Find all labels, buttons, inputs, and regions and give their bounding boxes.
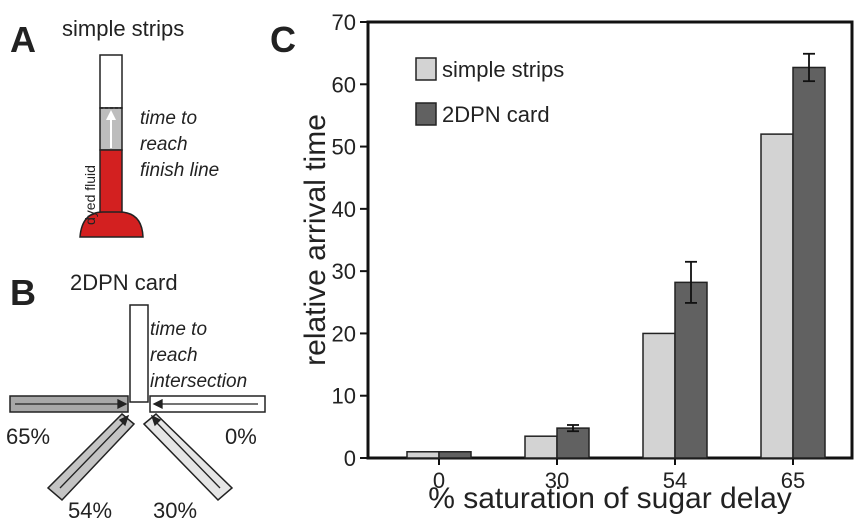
bar (792, 66, 826, 459)
error-bar (567, 424, 579, 433)
y-tick-label: 40 (332, 197, 356, 222)
note-line: reach (150, 345, 198, 366)
y-tick-label: 30 (332, 259, 356, 284)
reservoir (79, 211, 144, 238)
legend-swatch (415, 57, 437, 81)
arm-label: 65% (6, 424, 50, 449)
error-bar (685, 260, 697, 304)
panel-label: B (10, 272, 36, 313)
x-tick-label: 30 (545, 468, 569, 493)
y-axis-label: relative arrival time (299, 114, 332, 366)
bar (406, 451, 440, 459)
legend-swatch (415, 102, 437, 126)
note-line: time to (150, 319, 207, 340)
x-tick-label: 0 (433, 468, 445, 493)
arm-label: 0% (225, 424, 257, 449)
bar (642, 332, 676, 459)
strip-dye (99, 149, 123, 221)
note-line: finish line (140, 160, 219, 181)
y-tick-label: 10 (332, 384, 356, 409)
x-axis-label: % saturation of sugar delay (428, 482, 792, 515)
strip-top (99, 54, 123, 109)
y-tick-label: 50 (332, 135, 356, 160)
x-tick-label: 65 (781, 468, 805, 493)
error-bar (803, 52, 815, 83)
legend-label: 2DPN card (442, 102, 550, 127)
flow-arrows (15, 398, 258, 489)
note-line: reach (140, 134, 188, 155)
bar (674, 281, 708, 459)
y-tick-label: 60 (332, 72, 356, 97)
arrow-head (106, 110, 116, 120)
legend-label: simple strips (442, 57, 564, 82)
arm-label: 54% (68, 498, 112, 523)
note-line: time to (140, 108, 197, 129)
bar (524, 435, 558, 459)
panel-title: 2DPN card (70, 270, 178, 295)
plot-frame (366, 20, 854, 460)
fluid-label: dyed fluid (82, 165, 98, 225)
y-tick-label: 70 (332, 10, 356, 35)
panel-label: C (270, 19, 296, 60)
x-tick-label: 54 (663, 468, 687, 493)
panel-title: simple strips (62, 16, 184, 41)
panel-label: A (10, 19, 36, 60)
bar (438, 451, 472, 459)
note-line: intersection (150, 371, 247, 392)
y-tick-label: 0 (344, 446, 356, 471)
bar (556, 427, 590, 459)
stem (129, 304, 149, 403)
arm-label: 30% (153, 498, 197, 523)
bar (760, 133, 794, 459)
y-tick-label: 20 (332, 321, 356, 346)
